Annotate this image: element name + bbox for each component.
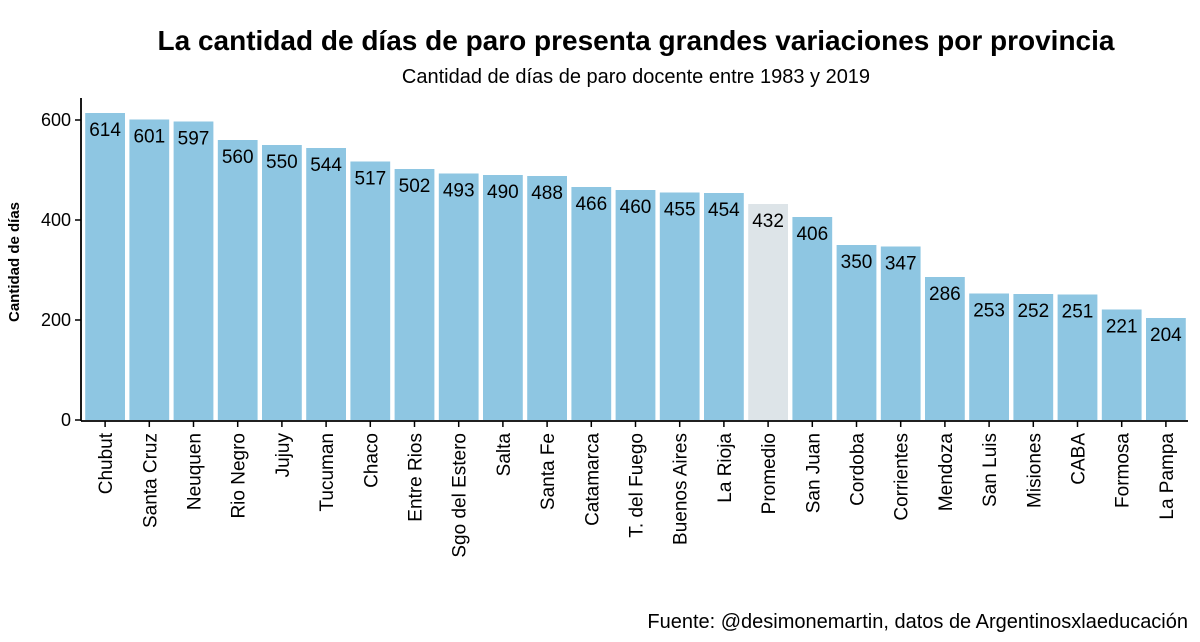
data-label: 454 bbox=[708, 200, 740, 221]
data-label: 614 bbox=[89, 120, 121, 141]
bar bbox=[792, 217, 833, 420]
data-label: 455 bbox=[664, 200, 696, 221]
bar bbox=[571, 187, 612, 420]
bar bbox=[704, 193, 744, 420]
data-label: 251 bbox=[1062, 302, 1094, 323]
y-axis: 0 200 400 600 bbox=[41, 98, 82, 430]
data-label: 204 bbox=[1150, 325, 1182, 346]
bar bbox=[1146, 318, 1186, 420]
x-tick-label: Rio Negro bbox=[229, 433, 250, 519]
data-label: 286 bbox=[929, 284, 961, 305]
bar bbox=[1013, 294, 1054, 420]
bar bbox=[350, 161, 391, 420]
data-label: 597 bbox=[178, 129, 210, 150]
x-tick-label: Santa Fe bbox=[538, 433, 559, 510]
x-tick-label: Sgo del Estero bbox=[450, 433, 471, 558]
x-tick-label: Buenos Aires bbox=[671, 433, 692, 545]
bar bbox=[306, 148, 346, 420]
x-tick-label: Catamarca bbox=[582, 433, 603, 526]
x-tick-label: San Juan bbox=[803, 433, 824, 513]
x-tick-label: Chaco bbox=[361, 433, 382, 488]
x-tick-label: San Luis bbox=[980, 433, 1001, 507]
bar bbox=[394, 169, 435, 420]
chart-caption: Fuente: @desimonemartin, datos de Argent… bbox=[647, 611, 1188, 633]
bar bbox=[969, 293, 1009, 420]
x-tick-label: Misiones bbox=[1024, 433, 1045, 508]
data-label: 490 bbox=[487, 182, 519, 203]
bar bbox=[880, 246, 921, 420]
x-tick-label: Santa Cruz bbox=[140, 433, 161, 528]
x-tick-label: Formosa bbox=[1113, 433, 1134, 508]
data-label: 493 bbox=[443, 181, 475, 202]
data-label: 550 bbox=[266, 152, 298, 173]
bar bbox=[527, 176, 567, 420]
data-label: 460 bbox=[620, 197, 652, 218]
data-label: 253 bbox=[973, 301, 1005, 322]
bar bbox=[659, 192, 700, 420]
data-label: 350 bbox=[841, 252, 873, 273]
x-tick-label: Salta bbox=[494, 433, 515, 477]
data-label: 502 bbox=[399, 176, 431, 197]
data-label: 432 bbox=[752, 211, 784, 232]
x-tick-label: Tucuman bbox=[317, 433, 338, 512]
x-tick-label: Neuquen bbox=[185, 433, 206, 510]
data-label: 560 bbox=[222, 147, 254, 168]
x-axis: Chubut Santa Cruz Neuquen Rio Negro Jujuy Tuc… bbox=[81, 420, 1188, 558]
bar bbox=[1057, 294, 1098, 420]
bar bbox=[836, 245, 877, 420]
y-tick-label: 0 bbox=[61, 410, 71, 430]
x-tick-label: La Rioja bbox=[715, 433, 736, 503]
bar bbox=[173, 121, 214, 420]
bars-group: 614 601 597 560 550 544 517 502 493 490 488 466 460 4… bbox=[85, 113, 1186, 420]
bar bbox=[483, 175, 523, 420]
y-axis-label: Cantidad de días bbox=[6, 202, 23, 322]
bar bbox=[217, 140, 258, 420]
x-tick-label: Entre Rios bbox=[406, 433, 427, 522]
bar bbox=[262, 145, 302, 420]
chart-title: La cantidad de días de paro presenta gra… bbox=[158, 25, 1115, 56]
data-label: 221 bbox=[1106, 317, 1138, 338]
chart-subtitle: Cantidad de días de paro docente entre 1… bbox=[402, 66, 870, 88]
x-tick-label: Corrientes bbox=[892, 433, 913, 521]
x-tick-label: La Pampa bbox=[1157, 433, 1178, 520]
data-label: 347 bbox=[885, 254, 917, 275]
data-label: 252 bbox=[1017, 301, 1049, 322]
bar bbox=[129, 119, 170, 420]
y-tick-label: 400 bbox=[41, 210, 71, 230]
bar bbox=[85, 113, 125, 420]
data-label: 406 bbox=[796, 224, 828, 245]
x-tick-label: Chubut bbox=[96, 432, 117, 494]
bar bbox=[1101, 309, 1142, 420]
data-label: 488 bbox=[531, 183, 563, 204]
data-label: 544 bbox=[310, 155, 342, 176]
data-label: 517 bbox=[354, 169, 386, 190]
bar bbox=[925, 277, 965, 420]
data-label: 466 bbox=[575, 194, 607, 215]
x-tick-label: Mendoza bbox=[936, 433, 957, 512]
bar bbox=[438, 173, 479, 420]
x-tick-label: Cordoba bbox=[848, 433, 869, 506]
y-tick-label: 200 bbox=[41, 310, 71, 330]
x-tick-label: CABA bbox=[1069, 433, 1090, 485]
x-tick-label: Jujuy bbox=[273, 433, 294, 478]
y-tick-label: 600 bbox=[41, 110, 71, 130]
x-tick-label: T. del Fuego bbox=[627, 433, 648, 538]
data-label: 601 bbox=[133, 127, 165, 148]
bar bbox=[615, 190, 656, 420]
bar bbox=[748, 204, 788, 420]
x-tick-label: Promedio bbox=[759, 433, 780, 514]
